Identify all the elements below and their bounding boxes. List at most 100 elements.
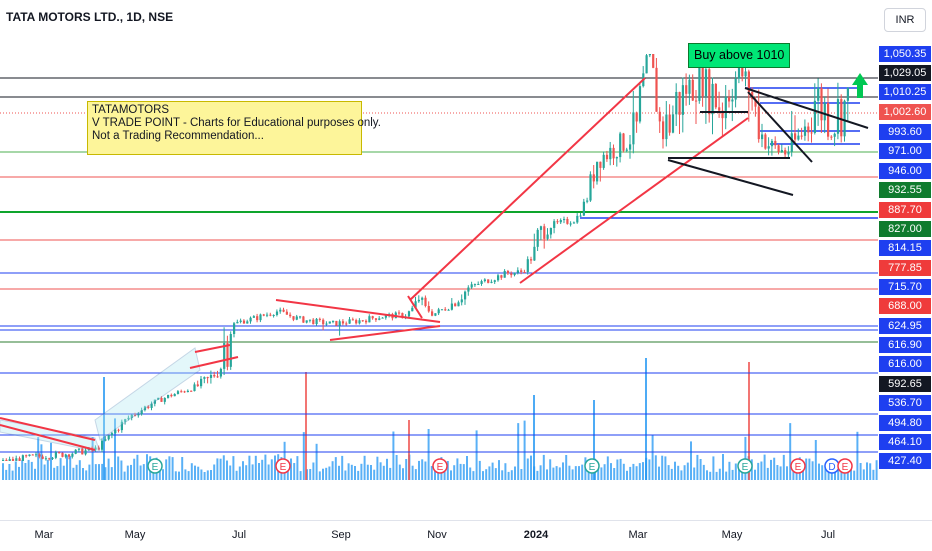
candle-body: [648, 54, 651, 56]
time-label: May: [721, 529, 743, 541]
currency-button[interactable]: INR: [884, 8, 926, 32]
candle-body: [292, 316, 295, 320]
volume-bar: [453, 465, 456, 480]
candle-body: [467, 287, 470, 292]
candle-body: [774, 140, 777, 146]
volume-bar: [78, 460, 81, 480]
volume-bar: [581, 464, 584, 480]
candle-body: [546, 234, 549, 239]
candle-body: [5, 459, 8, 461]
candle-body: [490, 281, 493, 283]
volume-bar: [206, 470, 209, 480]
volume-bar: [315, 443, 318, 480]
candle-body: [754, 99, 757, 107]
volume-bar: [478, 460, 481, 480]
candle-body: [223, 343, 226, 369]
volume-bar: [523, 420, 526, 480]
time-scale[interactable]: Mar May Jul Sep Nov 2024 Mar May Jul: [0, 520, 932, 551]
volume-bar: [459, 463, 462, 480]
candle-body: [77, 448, 81, 450]
volume-spike: [645, 358, 647, 480]
candle-body: [605, 154, 609, 160]
candle-body: [107, 435, 110, 440]
volume-bar: [405, 459, 408, 480]
candle-body: [206, 377, 209, 379]
volume-bar: [770, 459, 772, 480]
price-label: 616.00: [879, 356, 931, 372]
price-label: 464.10: [879, 434, 931, 450]
candle-body: [58, 452, 61, 454]
candle-body: [127, 417, 130, 420]
candle-body: [790, 133, 793, 152]
price-label: 616.90: [879, 337, 931, 353]
candle-body: [411, 307, 414, 312]
volume-bar: [677, 465, 680, 480]
price-scale[interactable]: 1,050.35 1,029.05 1,010.25 1,002.60 993.60 97…: [878, 0, 932, 520]
candle-body: [761, 134, 764, 140]
candle-body: [160, 397, 163, 402]
volume-bar: [264, 454, 267, 480]
candle-body: [44, 458, 48, 460]
volume-bar: [126, 465, 129, 480]
candle-body: [563, 218, 566, 221]
volume-bar: [328, 466, 331, 480]
volume-bar: [91, 437, 94, 480]
candle-body: [374, 318, 378, 320]
trendline-black: [667, 159, 794, 196]
candle-body: [163, 397, 166, 402]
volume-bar: [46, 459, 49, 480]
trendline-red: [189, 356, 239, 369]
price-label: 777.85: [879, 260, 931, 276]
volume-bar: [626, 470, 628, 480]
volume-bar: [827, 467, 830, 480]
volume-bar: [200, 469, 203, 480]
volume-bar: [658, 466, 660, 480]
candle-body: [539, 226, 543, 230]
volume-bar: [232, 456, 235, 480]
candle-body: [325, 323, 328, 325]
volume-bar: [702, 464, 705, 480]
candle-body: [559, 220, 562, 223]
volume-bar: [728, 461, 731, 480]
candle-body: [579, 215, 582, 217]
volume-bar: [75, 464, 78, 480]
volume-bar: [872, 469, 875, 480]
candle-body: [728, 97, 731, 102]
channel-shade: [94, 347, 201, 441]
volume-bar: [411, 465, 414, 480]
volume-bar: [392, 431, 395, 480]
price-label: 887.70: [879, 202, 931, 218]
candle-body: [299, 316, 302, 318]
time-label: Jul: [820, 529, 836, 541]
volume-bar: [472, 471, 475, 480]
time-label: Nov: [427, 529, 447, 541]
candle-body: [31, 454, 34, 456]
volume-bar: [862, 469, 865, 480]
candle-body: [592, 174, 595, 182]
candle-body: [513, 272, 516, 276]
volume-bar: [210, 470, 212, 480]
volume-bar: [539, 465, 542, 480]
candle-body: [285, 311, 288, 315]
volume-bar: [670, 468, 673, 480]
candle-body: [457, 302, 460, 307]
volume-bar: [270, 459, 273, 480]
volume-bar: [802, 466, 804, 480]
candle-body: [503, 270, 506, 278]
candle-body: [219, 368, 222, 377]
volume-bar: [50, 442, 52, 480]
candle-body: [473, 284, 477, 286]
candle-body: [777, 145, 780, 152]
candle-body: [668, 114, 671, 133]
candle-body: [500, 275, 503, 278]
event-marker: [584, 458, 600, 474]
volume-bar: [498, 460, 500, 480]
candle-body: [308, 319, 312, 321]
volume-bar: [418, 460, 420, 480]
volume-bar: [485, 469, 488, 480]
candle-body: [170, 394, 173, 397]
volume-bar: [386, 458, 388, 480]
volume-bar: [197, 466, 200, 480]
